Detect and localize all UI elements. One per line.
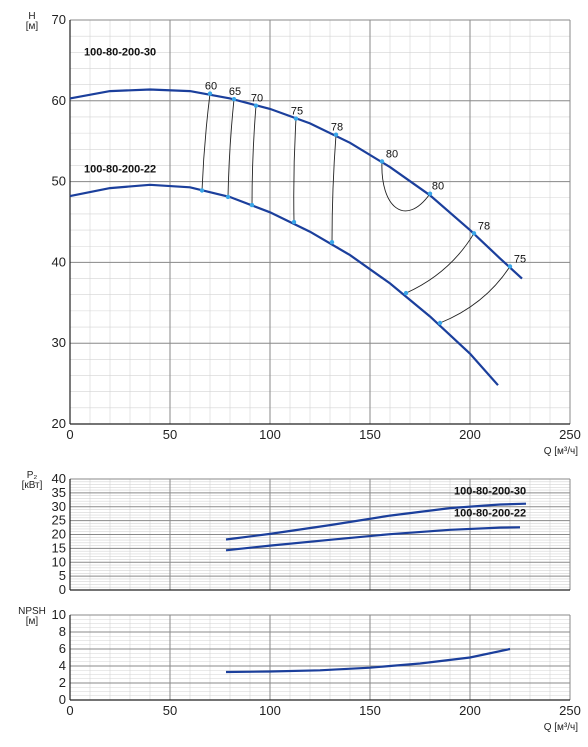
y-tick-label: 0 [59, 582, 66, 597]
y-tick-label: 5 [59, 568, 66, 583]
efficiency-marker [207, 91, 213, 96]
efficiency-marker [427, 191, 433, 196]
efficiency-marker [471, 231, 477, 236]
efficiency-marker [225, 194, 231, 200]
series-label: 100-80-200-22 [454, 507, 526, 519]
efficiency-line [293, 118, 297, 223]
x-tick-label: 100 [259, 703, 281, 718]
y-axis-title: [м] [26, 21, 39, 32]
x-tick-label: 100 [259, 427, 281, 442]
efficiency-label: 65 [229, 86, 241, 98]
x-tick-label: 50 [163, 703, 177, 718]
y-axis-title: P₂ [27, 470, 38, 481]
efficiency-marker [199, 188, 205, 193]
y-tick-label: 70 [52, 12, 66, 27]
efficiency-label: 75 [514, 253, 526, 265]
y-tick-label: 10 [52, 554, 66, 569]
y-tick-label: 25 [52, 513, 66, 528]
x-tick-label: 150 [359, 703, 381, 718]
x-axis-title: Q [м³/ч] [544, 446, 579, 457]
series-line-100-80-200-30 [69, 88, 523, 280]
x-tick-label: 50 [163, 427, 177, 442]
efficiency-line [251, 105, 257, 206]
efficiency-label: 80 [386, 148, 398, 160]
y-tick-label: 10 [52, 607, 66, 622]
y-tick-label: 20 [52, 416, 66, 431]
series-label: 100-80-200-30 [84, 47, 156, 59]
y-tick-label: 2 [59, 675, 66, 690]
efficiency-marker [329, 240, 335, 245]
y-tick-label: 60 [52, 93, 66, 108]
x-tick-label: 0 [66, 703, 73, 718]
y-tick-label: 6 [59, 641, 66, 656]
efficiency-line [227, 99, 235, 197]
y-tick-label: 35 [52, 485, 66, 500]
efficiency-marker [291, 219, 297, 225]
efficiency-marker [293, 116, 299, 121]
efficiency-marker [333, 132, 339, 137]
efficiency-marker [437, 320, 443, 326]
efficiency-marker [231, 96, 237, 102]
efficiency-marker [379, 159, 385, 164]
x-tick-label: 150 [359, 427, 381, 442]
efficiency-loop [439, 266, 511, 324]
efficiency-label: 78 [478, 220, 490, 232]
x-axis-title: Q [м³/ч] [544, 722, 579, 733]
y-tick-label: 30 [52, 499, 66, 514]
head-panel [69, 19, 571, 425]
series-line-100-80-200-30 [225, 502, 527, 541]
x-tick-label: 200 [459, 703, 481, 718]
efficiency-loop [381, 161, 431, 212]
y-axis-title: H [28, 11, 35, 22]
efficiency-loop [405, 233, 475, 294]
y-tick-label: 50 [52, 174, 66, 189]
x-tick-label: 250 [559, 427, 581, 442]
x-tick-label: 250 [559, 703, 581, 718]
x-tick-label: 0 [66, 427, 73, 442]
series-label: 100-80-200-30 [454, 485, 526, 497]
efficiency-marker [403, 290, 409, 296]
npsh-panel [69, 614, 571, 701]
efficiency-line [201, 93, 211, 191]
series-line-npsh [225, 647, 511, 674]
power-panel [69, 478, 571, 591]
y-axis-title: NPSH [18, 606, 46, 617]
x-tick-label: 200 [459, 427, 481, 442]
y-axis-title: [м] [26, 616, 39, 627]
series-line-100-80-200-22 [69, 183, 499, 386]
series-line-100-80-200-22 [225, 526, 521, 552]
y-tick-label: 4 [59, 658, 66, 673]
efficiency-marker [249, 202, 255, 208]
efficiency-label: 60 [205, 81, 217, 93]
efficiency-line [331, 134, 337, 243]
y-tick-label: 40 [52, 471, 66, 486]
efficiency-marker [507, 264, 513, 269]
y-tick-label: 30 [52, 335, 66, 350]
series-label: 100-80-200-22 [84, 164, 156, 176]
y-tick-label: 0 [59, 692, 66, 707]
y-tick-label: 15 [52, 540, 66, 555]
y-axis-title: [кВт] [22, 480, 43, 491]
y-tick-label: 8 [59, 624, 66, 639]
efficiency-label: 78 [331, 122, 343, 134]
y-tick-label: 20 [52, 527, 66, 542]
y-tick-label: 40 [52, 254, 66, 269]
efficiency-label: 80 [432, 181, 444, 193]
efficiency-label: 75 [291, 106, 303, 118]
efficiency-label: 70 [251, 93, 263, 105]
efficiency-marker [253, 103, 259, 108]
